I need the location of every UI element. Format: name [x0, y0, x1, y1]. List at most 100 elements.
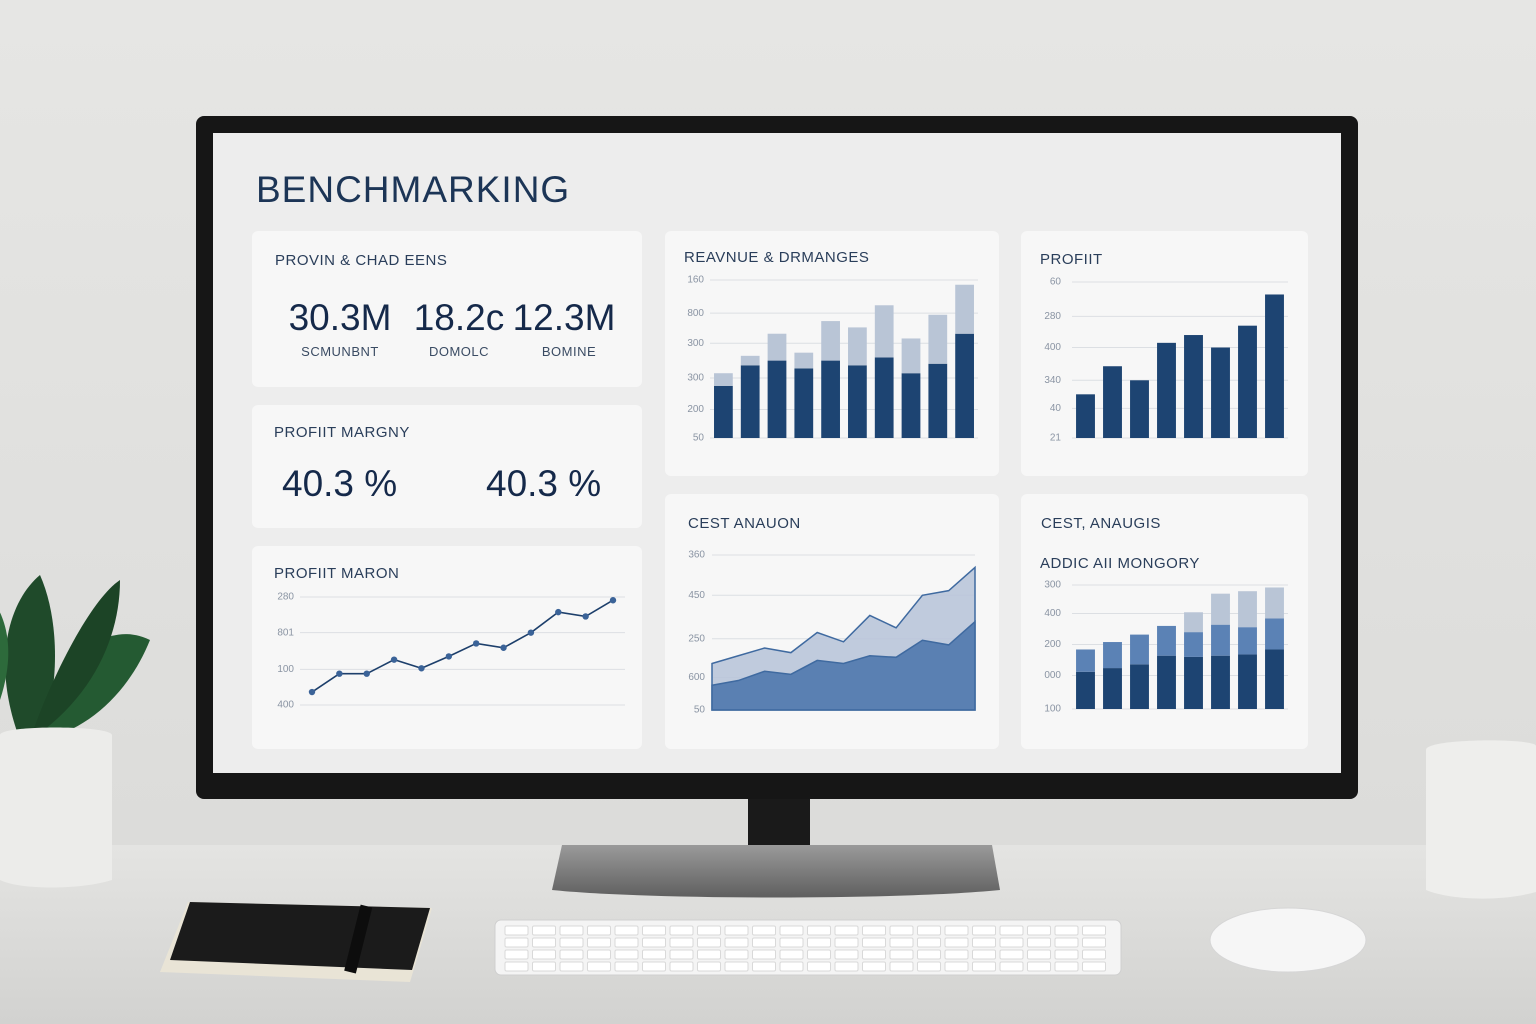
y-tick-label: 800	[687, 308, 704, 319]
key	[972, 961, 996, 972]
key	[944, 937, 969, 948]
key	[642, 949, 666, 960]
point	[527, 629, 535, 636]
key	[779, 925, 804, 936]
key	[917, 937, 941, 948]
y-tick-label: 340	[1044, 375, 1061, 386]
key	[669, 949, 694, 960]
y-tick-label: 200	[1044, 639, 1061, 650]
key	[697, 937, 721, 948]
key	[944, 949, 969, 960]
metric-label: DOMOLC	[429, 344, 489, 359]
key	[1054, 925, 1079, 936]
key	[889, 925, 914, 936]
card-title: PROVIN & CHAD EENS	[275, 252, 447, 269]
area	[711, 619, 976, 711]
key	[807, 949, 831, 960]
key	[1027, 961, 1051, 972]
chart-subtitle: ADDIC AII MONGORY	[1040, 555, 1200, 572]
y-tick-label: 100	[277, 664, 294, 675]
bar	[1130, 634, 1149, 665]
key	[504, 925, 529, 936]
key	[559, 925, 584, 936]
key	[807, 925, 831, 936]
key	[532, 961, 556, 972]
key	[587, 937, 611, 948]
chart-title: PROFIIT	[1040, 251, 1103, 268]
key	[532, 925, 556, 936]
key	[807, 937, 831, 948]
key	[752, 925, 776, 936]
chart-title: CEST, ANAUGIS	[1041, 515, 1161, 532]
key	[587, 961, 611, 972]
bar	[1157, 342, 1176, 438]
card	[252, 231, 642, 387]
key	[642, 925, 666, 936]
point	[308, 688, 316, 696]
bar	[928, 363, 948, 438]
key	[504, 937, 529, 948]
key	[559, 937, 584, 948]
bar	[714, 385, 733, 438]
key	[999, 949, 1024, 960]
key	[972, 949, 996, 960]
point	[472, 640, 480, 647]
y-tick-label: 300	[687, 373, 704, 384]
bar	[1211, 347, 1230, 438]
metric-label: BOMINE	[542, 344, 596, 359]
key	[559, 961, 584, 972]
key	[752, 937, 776, 948]
key	[807, 961, 831, 972]
y-tick-label: 21	[1050, 433, 1062, 444]
bar	[1184, 612, 1203, 633]
monitor-base	[552, 845, 1000, 898]
point	[418, 665, 425, 672]
bar	[1103, 668, 1122, 709]
key	[669, 925, 694, 936]
bar	[1238, 591, 1257, 628]
y-tick-label: 300	[1044, 580, 1061, 591]
key	[1082, 925, 1106, 936]
metric-label: SCMUNBNT	[301, 344, 379, 359]
key	[587, 949, 611, 960]
key	[532, 949, 556, 960]
bar	[821, 360, 840, 438]
key	[669, 937, 694, 948]
bar	[1265, 587, 1284, 619]
key	[999, 925, 1024, 936]
bar	[714, 373, 733, 386]
bar	[874, 305, 894, 358]
bar	[1076, 394, 1095, 438]
y-tick-label: 400	[1044, 342, 1061, 353]
bar	[1184, 656, 1203, 709]
key	[1027, 937, 1051, 948]
key	[614, 937, 639, 948]
point	[609, 597, 617, 604]
key	[559, 949, 584, 960]
key	[917, 925, 941, 936]
y-tick-label: 400	[1044, 608, 1061, 619]
key	[779, 949, 804, 960]
y-tick-label: 280	[277, 592, 294, 603]
point	[445, 653, 453, 660]
metric-value: 18.2c	[414, 297, 505, 338]
key	[724, 925, 749, 936]
card	[1021, 494, 1308, 749]
bar	[821, 321, 840, 361]
bar	[767, 333, 787, 361]
bar	[874, 357, 894, 438]
y-tick-label: 300	[687, 338, 704, 349]
key	[642, 937, 666, 948]
point	[336, 670, 343, 677]
key	[889, 961, 914, 972]
y-tick-label: 600	[688, 672, 705, 683]
bar	[1130, 664, 1149, 709]
key	[697, 925, 721, 936]
chart-title: CEST ANAUON	[688, 515, 801, 532]
y-tick-label: 250	[688, 633, 705, 644]
y-tick-label: 50	[693, 433, 705, 444]
bar	[955, 333, 974, 438]
key	[614, 961, 639, 972]
key	[779, 961, 804, 972]
chart-title: PROFIIT MARON	[274, 565, 399, 582]
